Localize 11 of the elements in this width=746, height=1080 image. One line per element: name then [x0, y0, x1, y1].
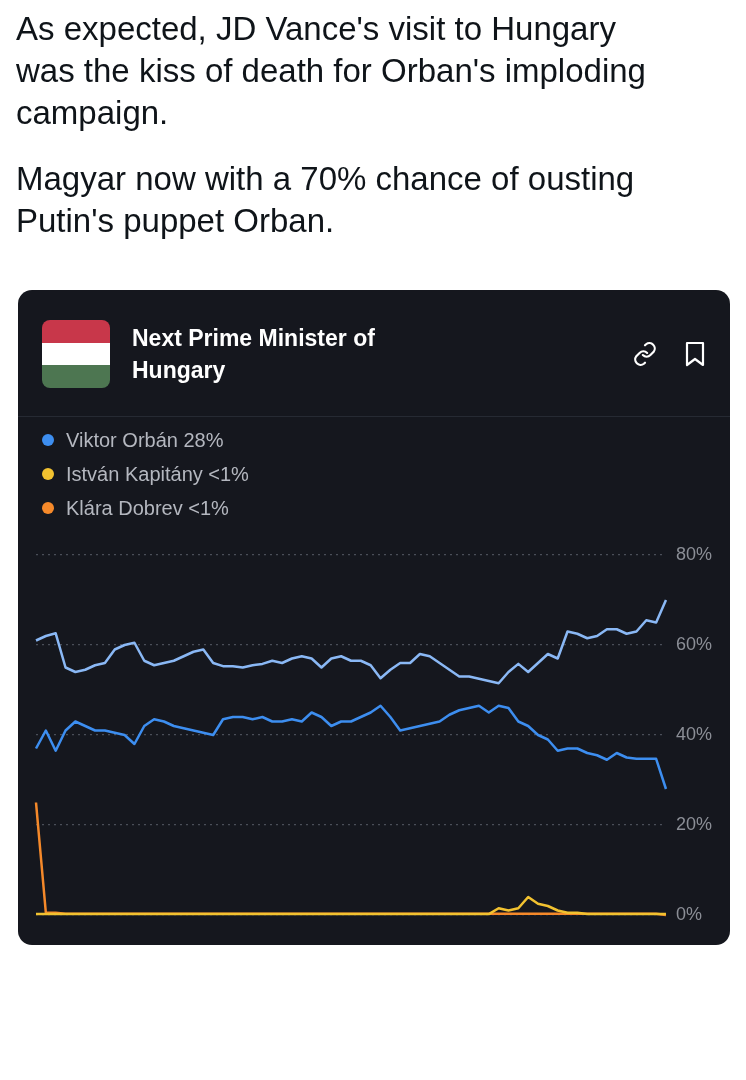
text: As expected, JD Vance's visit to Hungary was the kiss of death for Orban's imploding campaign.	[16, 9, 647, 133]
legend-label: Klára Dobrev <1%	[66, 496, 229, 520]
legend-label: Viktor Orbán 28%	[66, 428, 224, 452]
y-tick-label: 60%	[675, 633, 712, 654]
chart-title: Next Prime Minister of Hungary	[132, 324, 376, 385]
y-tick-label: 40%	[675, 723, 712, 744]
y-tick-label: 0%	[675, 903, 702, 924]
y-tick-label: 20%	[675, 813, 712, 834]
legend-label: István Kapitány <1%	[66, 462, 249, 486]
text: Magyar now with a 70% chance of ousting Putin's puppet Orban.	[16, 159, 636, 241]
y-tick-label: 80%	[675, 543, 712, 564]
